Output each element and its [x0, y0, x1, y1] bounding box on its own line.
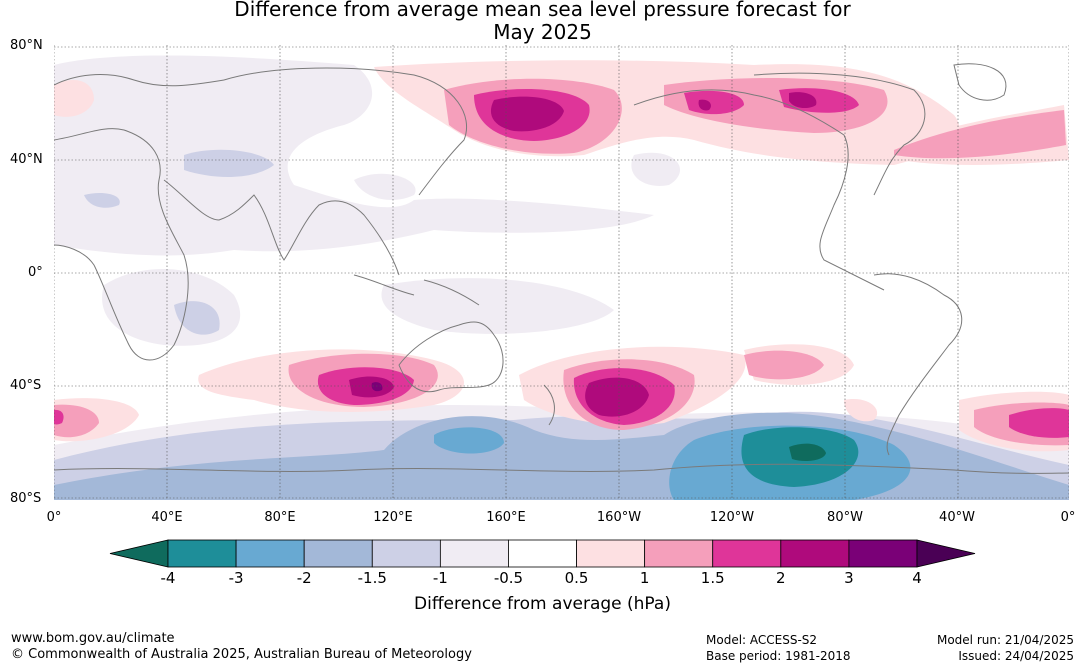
model-text: Model: ACCESS-S2 — [706, 633, 818, 647]
colorbar-tick-label: -3 — [228, 569, 244, 587]
colorbar-tick-label: -4 — [160, 569, 176, 587]
website-link[interactable]: www.bom.gov.au/climate — [11, 631, 175, 646]
lon-label-120e: 120°E — [373, 510, 413, 525]
colorbar-title: Difference from average (hPa) — [414, 594, 671, 614]
colorbar-cell — [780, 539, 850, 568]
lon-label-160w: 160°W — [596, 510, 642, 525]
colorbar-extend-high — [916, 539, 976, 568]
lon-label-80e: 80°E — [264, 510, 296, 525]
gridlines — [54, 45, 1069, 500]
colorbar-cell — [167, 539, 237, 568]
very-strong-positive-areas — [349, 92, 817, 417]
map-subtitle: May 2025 — [493, 20, 592, 44]
lon-label-120w: 120°W — [709, 510, 755, 525]
map-title: Difference from average mean sea level p… — [234, 0, 851, 21]
colorbar-tick-label: 0.5 — [564, 569, 589, 587]
colorbar-cell — [712, 539, 782, 568]
lat-label-40s: 40°S — [10, 378, 42, 393]
model-run-text: Model run: 21/04/2025 — [936, 633, 1074, 647]
base-period-text: Base period: 1981-2018 — [706, 649, 851, 663]
extreme-positive-area — [371, 382, 383, 392]
colorbar-cell — [508, 539, 577, 568]
lon-label-40w: 40°W — [939, 510, 975, 525]
colorbar-tick-label: -1 — [432, 569, 448, 587]
colorbar-tick-label: -2 — [296, 569, 312, 587]
extreme-negative-area — [789, 443, 826, 461]
lon-label-80w: 80°W — [827, 510, 863, 525]
colorbar-cell — [235, 539, 305, 568]
coastlines — [54, 63, 1069, 474]
colorbar-cell — [848, 539, 918, 568]
colorbar-tick-label: 1 — [639, 569, 650, 587]
lat-label-80n: 80°N — [10, 38, 43, 53]
lat-label-0: 0° — [28, 265, 43, 280]
lon-label-0-east: 0° — [1060, 510, 1076, 525]
pressure-anomaly-map — [54, 45, 1069, 500]
colorbar-cell — [439, 539, 509, 568]
lat-label-40n: 40°N — [10, 152, 43, 167]
colorbar-extend-low — [109, 539, 169, 568]
lat-label-80s: 80°S — [10, 491, 42, 506]
colorbar-tick-label: 1.5 — [700, 569, 725, 587]
colorbar-cell — [576, 539, 646, 568]
copyright-text: © Commonwealth of Australia 2025, Austra… — [11, 647, 472, 662]
colorbar-tick-label: -1.5 — [357, 569, 387, 587]
colorbar-cell — [644, 539, 714, 568]
colorbar-cell — [303, 539, 373, 568]
colorbar-cell — [371, 539, 441, 568]
lon-label-160e: 160°E — [486, 510, 526, 525]
colorbar-tick-label: 3 — [844, 569, 854, 587]
colorbar-tick-label: 4 — [912, 569, 922, 587]
colorbar-tick-label: 2 — [776, 569, 786, 587]
lon-label-0: 0° — [46, 510, 62, 525]
lon-label-40e: 40°E — [151, 510, 183, 525]
colorbar-tick-label: -0.5 — [493, 569, 524, 587]
issued-text: Issued: 24/04/2025 — [958, 649, 1074, 663]
